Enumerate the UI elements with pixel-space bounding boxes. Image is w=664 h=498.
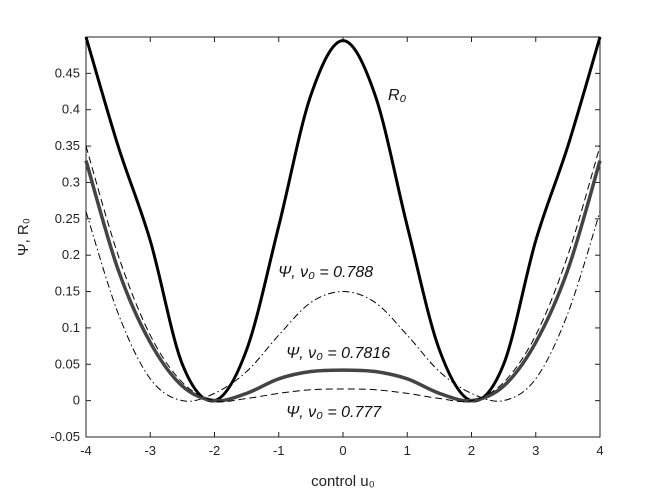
y-axis-label: Ψ, R₀ [15,218,32,256]
curve-label: Ψ, ν₀ = 0.7816 [286,345,390,362]
curve-label: Ψ, ν₀ = 0.777 [286,404,382,421]
curve-label: Ψ, ν₀ = 0.788 [278,264,373,281]
y-tick-label: 0.05 [55,356,80,371]
y-tick-label: 0.25 [55,211,80,226]
x-axis-label: control u₀ [311,473,375,490]
x-tick-label: 2 [468,443,475,458]
y-tick-label: 0.35 [55,138,80,153]
y-tick-label: 0.3 [62,174,80,189]
x-tick-label: -1 [273,443,285,458]
y-tick-label: 0.15 [55,284,80,299]
y-tick-label: 0.2 [62,247,80,262]
x-tick-label: 3 [532,443,539,458]
x-tick-label: -4 [80,443,92,458]
x-tick-label: -2 [209,443,221,458]
line-series [84,160,602,403]
line-series [84,36,602,403]
curve-label: R₀ [388,87,407,104]
x-tick-label: 4 [596,443,603,458]
y-tick-label: 0 [73,393,80,408]
y-tick-label: 0.4 [62,102,80,117]
x-tick-label: 0 [339,443,346,458]
plot-frame [85,36,601,438]
y-tick-label: 0.1 [62,320,80,335]
y-tick-label: 0.45 [55,65,80,80]
line-series [85,145,601,403]
y-tick-label: -0.05 [50,429,80,444]
x-tick-label: -3 [144,443,156,458]
x-tick-label: 1 [404,443,411,458]
line-series [85,211,601,402]
